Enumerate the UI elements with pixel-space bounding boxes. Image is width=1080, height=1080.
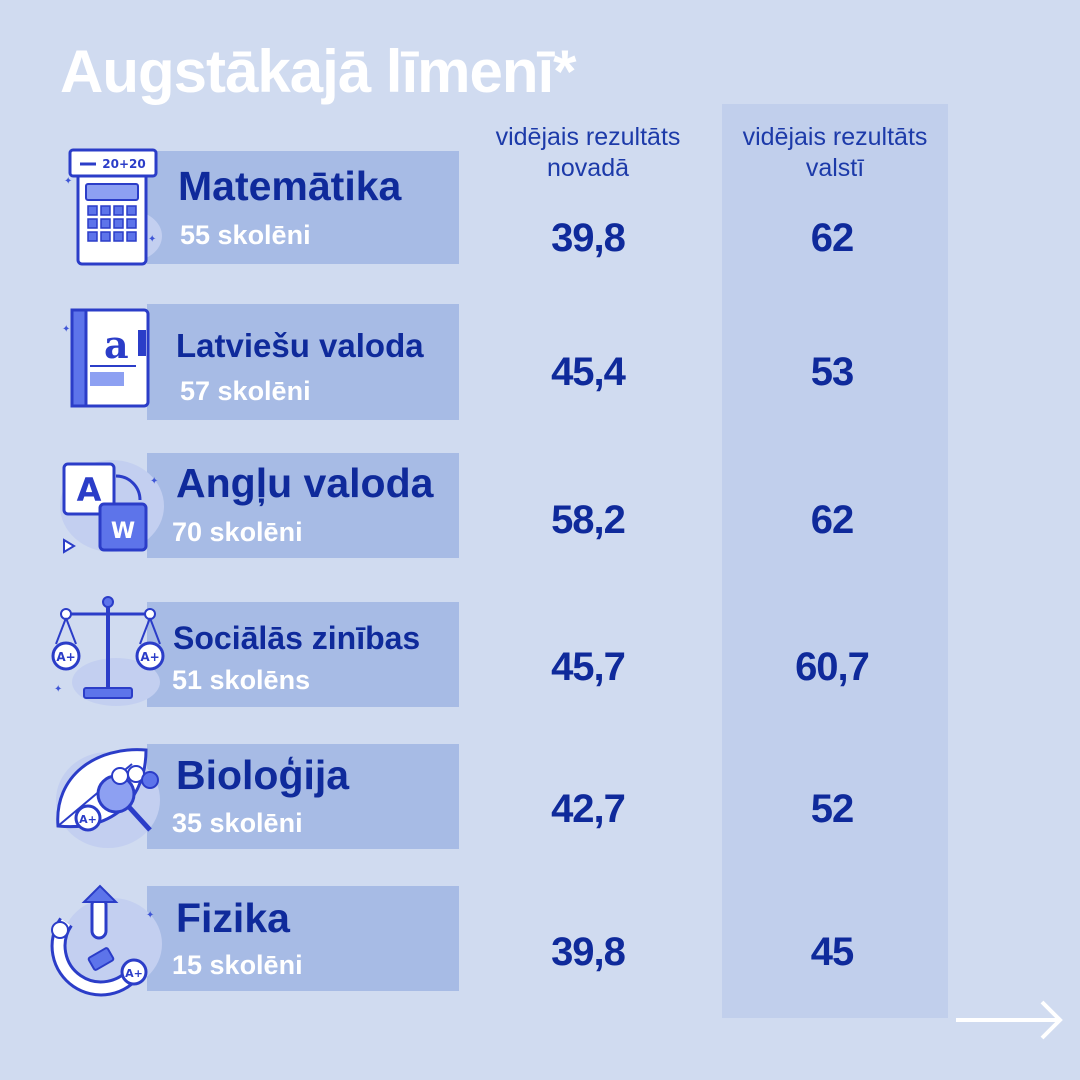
svg-text:A+: A+ — [56, 650, 75, 664]
subject-box-physics — [147, 886, 459, 991]
translate-icon: A W ✦ — [60, 460, 164, 554]
subject-box-biology — [147, 744, 459, 849]
student-count: 55 skolēni — [180, 220, 311, 250]
svg-text:✦: ✦ — [64, 176, 72, 187]
country-score: 52 — [810, 787, 855, 831]
subject-box-latvian — [147, 304, 459, 420]
student-count: 51 skolēns — [172, 665, 311, 695]
subject-name: Latviešu valoda — [176, 327, 424, 364]
country-column-highlight — [722, 104, 948, 1018]
region-score: 45,7 — [551, 645, 626, 689]
column-header-country: vidējais rezultāts valstī — [742, 123, 928, 182]
svg-text:a: a — [104, 322, 129, 367]
magnet-icon: A+ ✦ — [50, 884, 162, 997]
svg-text:✦: ✦ — [54, 684, 62, 695]
country-score: 62 — [810, 498, 855, 542]
leaf-magnifier-icon: A+ — [56, 748, 160, 848]
subject-name: Bioloģija — [176, 752, 350, 798]
student-count: 15 skolēni — [172, 950, 303, 980]
scales-icon: A+ A+ ✦ — [51, 596, 165, 706]
subject-name: Fizika — [176, 895, 290, 941]
next-arrow-icon[interactable] — [952, 998, 1066, 1042]
subject-box-english — [147, 453, 459, 558]
subject-box-mathematics — [147, 151, 459, 264]
svg-text:20+20: 20+20 — [102, 157, 145, 171]
subject-name: Sociālās zinības — [173, 620, 421, 656]
subject-name: Angļu valoda — [176, 460, 434, 506]
region-score: 42,7 — [551, 787, 626, 831]
country-score: 62 — [810, 216, 855, 260]
region-score: 45,4 — [551, 350, 626, 394]
country-score: 45 — [810, 930, 855, 974]
svg-text:W: W — [111, 519, 135, 544]
column-header-region: vidējais rezultāts novadā — [495, 123, 681, 182]
student-count: 57 skolēni — [180, 376, 311, 406]
subject-name: Matemātika — [178, 163, 402, 209]
svg-text:A+: A+ — [79, 813, 97, 826]
student-count: 70 skolēni — [172, 517, 303, 547]
svg-text:✦: ✦ — [62, 324, 70, 335]
svg-text:✦: ✦ — [146, 910, 154, 921]
region-score: 39,8 — [551, 216, 626, 260]
country-score: 53 — [810, 350, 855, 394]
page-title: Augstākajā līmenī* — [60, 38, 577, 105]
svg-text:A+: A+ — [140, 650, 159, 664]
svg-text:✦: ✦ — [150, 476, 158, 487]
country-score: 60,7 — [795, 645, 870, 689]
book-icon: a ✦ — [62, 308, 150, 408]
region-score: 58,2 — [551, 498, 626, 542]
svg-text:✦: ✦ — [148, 234, 156, 245]
svg-text:A+: A+ — [125, 967, 143, 980]
student-count: 35 skolēni — [172, 808, 303, 838]
calculator-icon: 20+20 ✦ ✦ — [64, 148, 162, 266]
subject-box-social-studies — [147, 602, 459, 707]
region-score: 39,8 — [551, 930, 626, 974]
svg-text:A: A — [77, 471, 102, 509]
